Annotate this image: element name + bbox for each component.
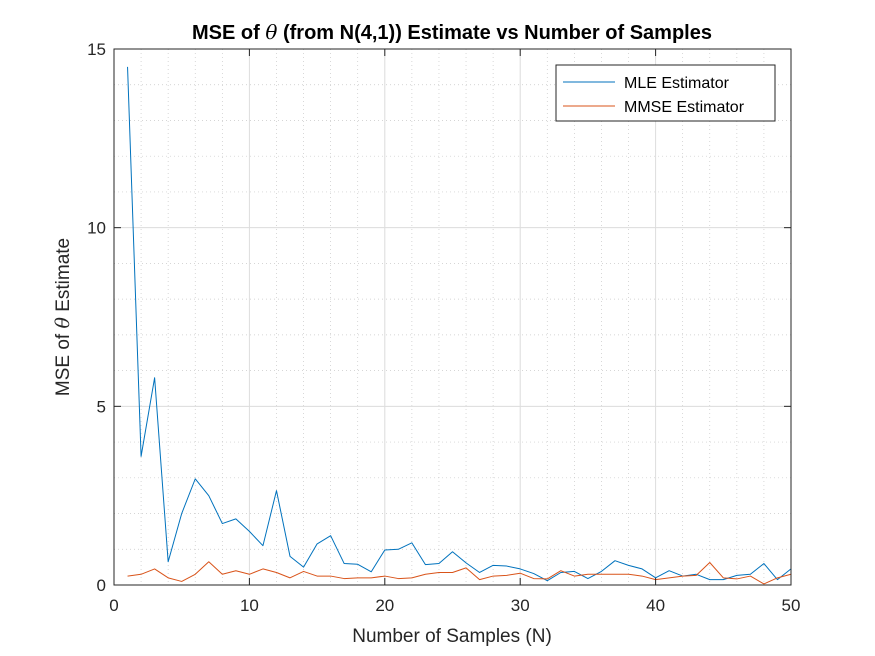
x-tick-label: 0: [109, 596, 118, 615]
legend: MLE Estimator MMSE Estimator: [555, 64, 776, 122]
tick-labels: 0 10 20 30 40 50 0 5 10 15: [87, 40, 800, 615]
y-axis-label: MSE of θ Estimate: [52, 238, 74, 396]
y-tick-label: 5: [97, 397, 106, 416]
legend-label-mle: MLE Estimator: [624, 75, 730, 92]
legend-label-mmse: MMSE Estimator: [624, 99, 745, 116]
x-tick-label: 40: [646, 596, 665, 615]
legend-box: [555, 64, 776, 122]
y-tick-label: 0: [97, 576, 106, 595]
x-tick-label: 30: [511, 596, 530, 615]
series-layer: [127, 66, 792, 585]
x-axis-label: Number of Samples (N): [352, 626, 552, 647]
series-line-mle: [127, 66, 792, 582]
x-tick-label: 20: [375, 596, 394, 615]
x-tick-label: 50: [782, 596, 801, 615]
plot-area: [114, 49, 791, 585]
y-tick-label: 10: [87, 219, 106, 238]
x-tick-label: 10: [240, 596, 259, 615]
plot-box: [113, 48, 792, 586]
series-line-mmse: [127, 561, 792, 585]
chart-title: MSE of θ (from N(4,1)) Estimate vs Numbe…: [192, 20, 712, 44]
y-tick-label: 15: [87, 40, 106, 59]
axis-ticks: [113, 48, 792, 586]
